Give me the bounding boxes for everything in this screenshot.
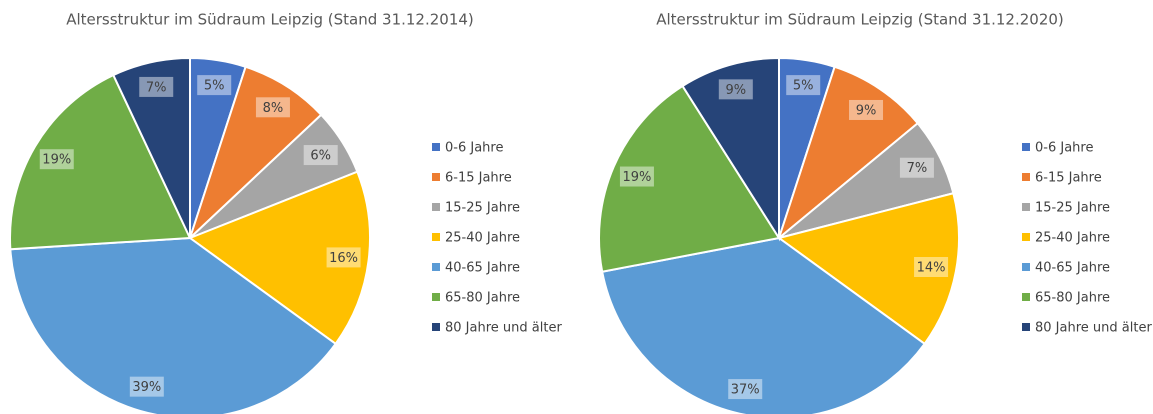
data-label: 8% [263,101,284,116]
pie-slice [776,65,920,241]
pie-slice [776,192,960,346]
chart-title: Altersstruktur im Südraum Leipzig (Stand… [66,11,474,29]
legend-label: 15-25 Jahre [445,201,520,216]
label-box [139,76,174,97]
legend-swatch [432,293,440,301]
label-box [619,166,654,187]
legend-swatch [1022,143,1030,151]
data-label: 5% [204,79,225,94]
pie-slice [9,236,338,414]
data-label: 6% [310,149,331,164]
pie-slice [681,56,780,242]
label-box [786,75,821,96]
data-label: 39% [132,380,161,395]
legend-swatch [432,203,440,211]
legend-swatch [432,143,440,151]
legend-swatch [1022,203,1030,211]
legend-label: 6-15 Jahre [1035,171,1102,186]
legend-swatch [1022,263,1030,271]
data-label: 16% [329,251,358,266]
legend-label: 0-6 Jahre [1035,141,1093,156]
label-box [255,97,290,118]
data-label: 7% [146,80,167,95]
data-label: 9% [725,83,746,98]
label-box [303,145,338,166]
legend-label: 15-25 Jahre [1035,201,1110,216]
legend-label: 80 Jahre und älter [1035,321,1152,336]
data-label: 19% [622,170,651,185]
chart-title: Altersstruktur im Südraum Leipzig (Stand… [656,11,1064,29]
label-box [129,376,164,397]
legend-swatch [1022,293,1030,301]
label-box [899,157,934,178]
label-box [39,149,74,170]
label-box [326,247,361,268]
data-label: 37% [731,383,760,398]
label-box [849,99,884,120]
legend-swatch [432,263,440,271]
legend-swatch [1022,233,1030,241]
legend-label: 0-6 Jahre [445,141,503,156]
label-box [728,379,763,400]
data-label: 14% [917,261,946,276]
data-label: 5% [793,79,814,94]
legend-label: 6-15 Jahre [445,171,512,186]
pie-slice [187,170,371,346]
legend-label: 65-80 Jahre [1035,291,1110,306]
legend-swatch [1022,173,1030,181]
legend-label: 25-40 Jahre [1035,231,1110,246]
label-box [914,257,949,278]
pie-slice [9,73,192,251]
pie-slice [189,65,323,239]
data-label: 9% [856,103,877,118]
legend-label: 40-65 Jahre [445,261,520,276]
legend-label: 65-80 Jahre [445,291,520,306]
label-box [718,79,753,100]
pie-slice [598,84,781,273]
label-box [197,75,232,96]
legend-label: 25-40 Jahre [445,231,520,246]
data-label: 19% [42,153,71,168]
legend-label: 40-65 Jahre [1035,261,1110,276]
data-label: 7% [907,161,928,176]
pie-slice [112,56,191,239]
legend-swatch [1022,323,1030,331]
legend-swatch [432,173,440,181]
legend-label: 80 Jahre und älter [445,321,562,336]
legend-swatch [432,323,440,331]
legend-swatch [432,233,440,241]
